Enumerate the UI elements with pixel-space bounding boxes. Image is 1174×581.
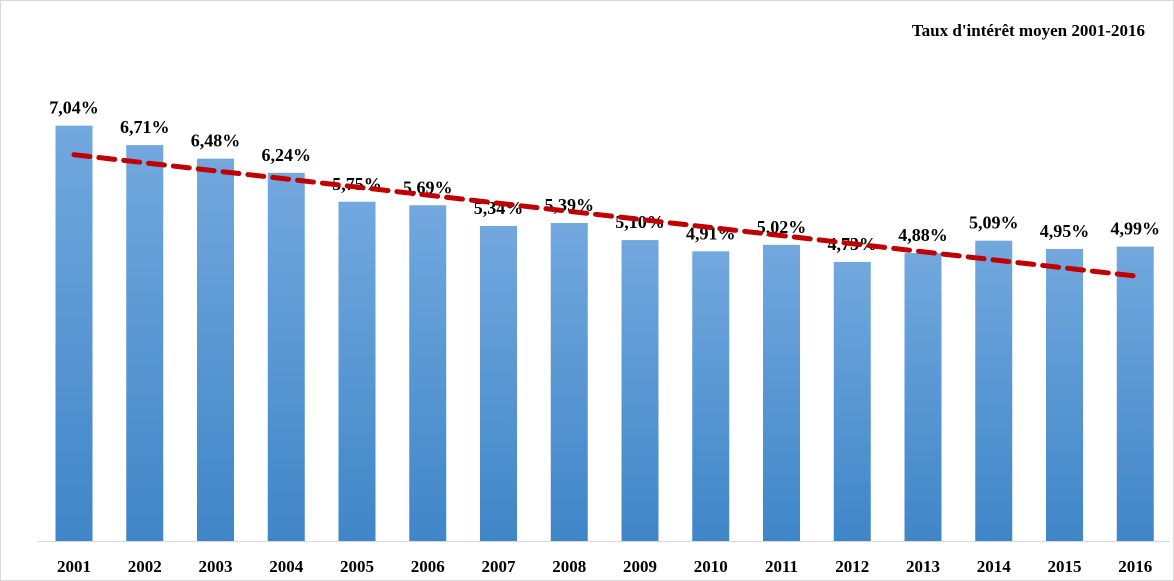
bar bbox=[833, 261, 871, 541]
x-tick-label: 2011 bbox=[765, 557, 798, 576]
bar bbox=[480, 225, 517, 541]
bar bbox=[550, 222, 588, 542]
x-tick-label: 2001 bbox=[57, 557, 91, 576]
chart-title: Taux d'intérêt moyen 2001-2016 bbox=[912, 21, 1145, 40]
bar bbox=[126, 145, 164, 542]
x-tick-label: 2006 bbox=[411, 557, 445, 576]
bar bbox=[1116, 246, 1154, 541]
x-tick-label: 2012 bbox=[835, 557, 869, 576]
data-label: 5,75% bbox=[332, 174, 382, 194]
data-label: 7,04% bbox=[49, 98, 99, 118]
data-label: 4,99% bbox=[1111, 219, 1161, 239]
bar bbox=[763, 244, 800, 541]
x-tick-label: 2013 bbox=[906, 557, 940, 576]
bar bbox=[338, 201, 376, 541]
x-tick-label: 2005 bbox=[340, 557, 374, 576]
trendline bbox=[71, 152, 1138, 279]
x-tick-label: 2014 bbox=[977, 557, 1012, 576]
bar bbox=[904, 253, 942, 541]
x-tick-label: 2002 bbox=[128, 557, 162, 576]
bar bbox=[621, 240, 659, 541]
data-label: 5,69% bbox=[403, 177, 453, 197]
data-label: 4,88% bbox=[898, 225, 948, 245]
x-tick-label: 2003 bbox=[199, 557, 233, 576]
data-label: 4,95% bbox=[1040, 221, 1090, 241]
x-tick-label: 2016 bbox=[1118, 557, 1152, 576]
data-label: 6,71% bbox=[120, 117, 170, 137]
x-tick-label: 2007 bbox=[482, 557, 517, 576]
bar bbox=[692, 251, 730, 541]
data-label: 5,09% bbox=[969, 213, 1019, 233]
bar bbox=[1046, 248, 1083, 541]
data-label: 6,24% bbox=[262, 145, 312, 165]
bar bbox=[409, 205, 447, 542]
bar bbox=[197, 158, 234, 541]
bar bbox=[267, 172, 305, 541]
data-label: 6,48% bbox=[191, 131, 241, 151]
x-tick-label: 2008 bbox=[552, 557, 586, 576]
x-tick-label: 2004 bbox=[269, 557, 304, 576]
x-tick-label: 2009 bbox=[623, 557, 657, 576]
bar bbox=[55, 125, 93, 541]
x-tick-label: 2010 bbox=[694, 557, 728, 576]
x-tick-label: 2015 bbox=[1048, 557, 1082, 576]
bar bbox=[975, 240, 1013, 541]
